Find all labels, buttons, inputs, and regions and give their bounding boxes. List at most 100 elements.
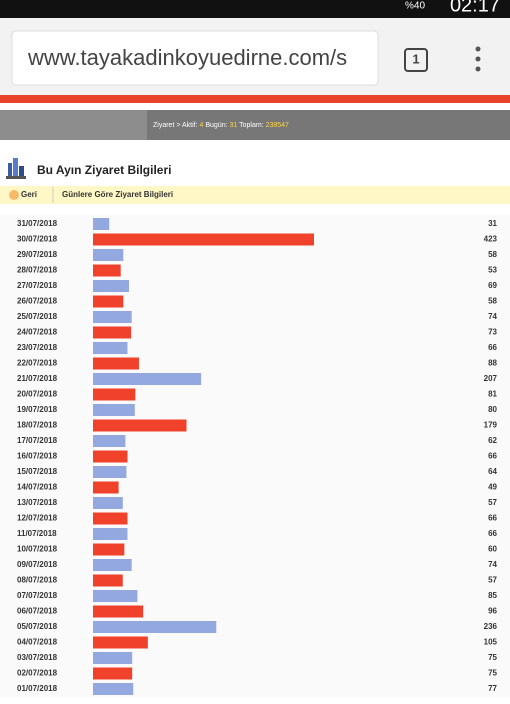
bar <box>93 218 110 230</box>
bar <box>93 342 128 354</box>
date-label: 02/07/2018 <box>17 669 58 678</box>
date-label: 15/07/2018 <box>17 467 58 476</box>
value-label: 66 <box>488 343 497 352</box>
bar <box>93 311 132 323</box>
bar <box>93 264 121 277</box>
site-header <box>0 95 510 103</box>
date-label: 08/07/2018 <box>17 576 58 585</box>
date-label: 23/07/2018 <box>17 343 58 352</box>
visit-bar <box>147 110 510 140</box>
bar <box>93 373 202 385</box>
section-title: Bu Ayın Ziyaret Bilgileri <box>37 163 171 177</box>
bar <box>93 466 127 478</box>
value-label: 66 <box>488 529 497 538</box>
date-label: 11/07/2018 <box>17 529 57 538</box>
bar <box>93 605 144 618</box>
value-label: 57 <box>488 576 497 585</box>
value-label: 60 <box>488 545 497 554</box>
date-label: 09/07/2018 <box>17 560 58 569</box>
value-label: 75 <box>488 669 497 678</box>
subtitle: Günlere Göre Ziyaret Bilgileri <box>62 190 173 199</box>
subheader <box>0 186 510 204</box>
value-label: 105 <box>484 638 498 647</box>
date-label: 01/07/2018 <box>17 684 58 693</box>
value-label: 77 <box>488 684 497 693</box>
bar <box>93 559 132 571</box>
status-bar <box>0 0 510 18</box>
bar <box>93 295 124 308</box>
value-label: 74 <box>488 560 497 569</box>
bar <box>93 528 128 540</box>
date-label: 31/07/2018 <box>17 219 58 228</box>
date-label: 27/07/2018 <box>17 281 58 290</box>
stats-icon <box>6 158 26 179</box>
bar <box>93 512 128 525</box>
value-label: 58 <box>488 297 497 306</box>
bar <box>93 543 125 556</box>
bar <box>93 636 148 649</box>
value-label: 53 <box>488 266 497 275</box>
date-label: 07/07/2018 <box>17 591 58 600</box>
back-button[interactable]: Geri <box>21 190 37 199</box>
value-label: 58 <box>488 250 497 259</box>
date-label: 29/07/2018 <box>17 250 58 259</box>
value-label: 96 <box>488 607 497 616</box>
back-icon[interactable] <box>9 190 19 200</box>
bar <box>93 497 123 509</box>
date-label: 10/07/2018 <box>17 545 58 554</box>
bar <box>93 326 132 339</box>
date-label: 14/07/2018 <box>17 483 58 492</box>
bar <box>93 419 187 432</box>
date-label: 18/07/2018 <box>17 421 58 430</box>
value-label: 69 <box>488 281 497 290</box>
date-label: 30/07/2018 <box>17 235 58 244</box>
visit-info: Ziyaret > Aktif: 4 Bugün: 31 Toplam: 238… <box>153 122 289 129</box>
bar <box>93 233 314 246</box>
bar <box>93 683 134 695</box>
value-label: 73 <box>488 328 497 337</box>
date-label: 22/07/2018 <box>17 359 58 368</box>
value-label: 85 <box>488 591 497 600</box>
value-label: 66 <box>488 452 497 461</box>
value-label: 81 <box>488 390 497 399</box>
date-label: 16/07/2018 <box>17 452 58 461</box>
date-label: 12/07/2018 <box>17 514 58 523</box>
date-label: 13/07/2018 <box>17 498 58 507</box>
bar <box>93 404 135 416</box>
value-label: 64 <box>488 467 497 476</box>
date-label: 03/07/2018 <box>17 653 58 662</box>
date-label: 17/07/2018 <box>17 436 58 445</box>
bar <box>93 574 123 587</box>
bar <box>93 435 126 447</box>
bar <box>93 450 128 463</box>
menu-button[interactable] <box>475 46 481 72</box>
date-label: 05/07/2018 <box>17 622 58 631</box>
clock: 02:17 <box>450 0 500 16</box>
value-label: 57 <box>488 498 497 507</box>
date-label: 06/07/2018 <box>17 607 58 616</box>
date-label: 19/07/2018 <box>17 405 58 414</box>
bar <box>93 667 133 680</box>
value-label: 207 <box>484 374 498 383</box>
date-label: 24/07/2018 <box>17 328 58 337</box>
tab-switcher[interactable] <box>404 48 428 72</box>
chart-area <box>0 215 510 697</box>
value-label: 49 <box>488 483 497 492</box>
bar <box>93 621 217 633</box>
url[interactable]: www.tayakadinkoyuedirne.com/s <box>27 45 347 70</box>
value-label: 80 <box>488 405 497 414</box>
bar <box>93 249 124 261</box>
bar <box>93 388 136 401</box>
chart: 31/07/2018 31 30/07/2018 423 29/07/2018 58 28/… <box>17 218 498 695</box>
bar <box>93 590 138 602</box>
battery: %40 <box>405 1 425 12</box>
bar <box>93 357 139 370</box>
url-box[interactable] <box>11 30 379 86</box>
value-label: 236 <box>484 622 498 631</box>
value-label: 62 <box>488 436 497 445</box>
tab-count[interactable]: 1 <box>412 51 419 66</box>
visit-bar-left <box>0 110 147 140</box>
date-label: 25/07/2018 <box>17 312 58 321</box>
bar <box>93 652 133 664</box>
